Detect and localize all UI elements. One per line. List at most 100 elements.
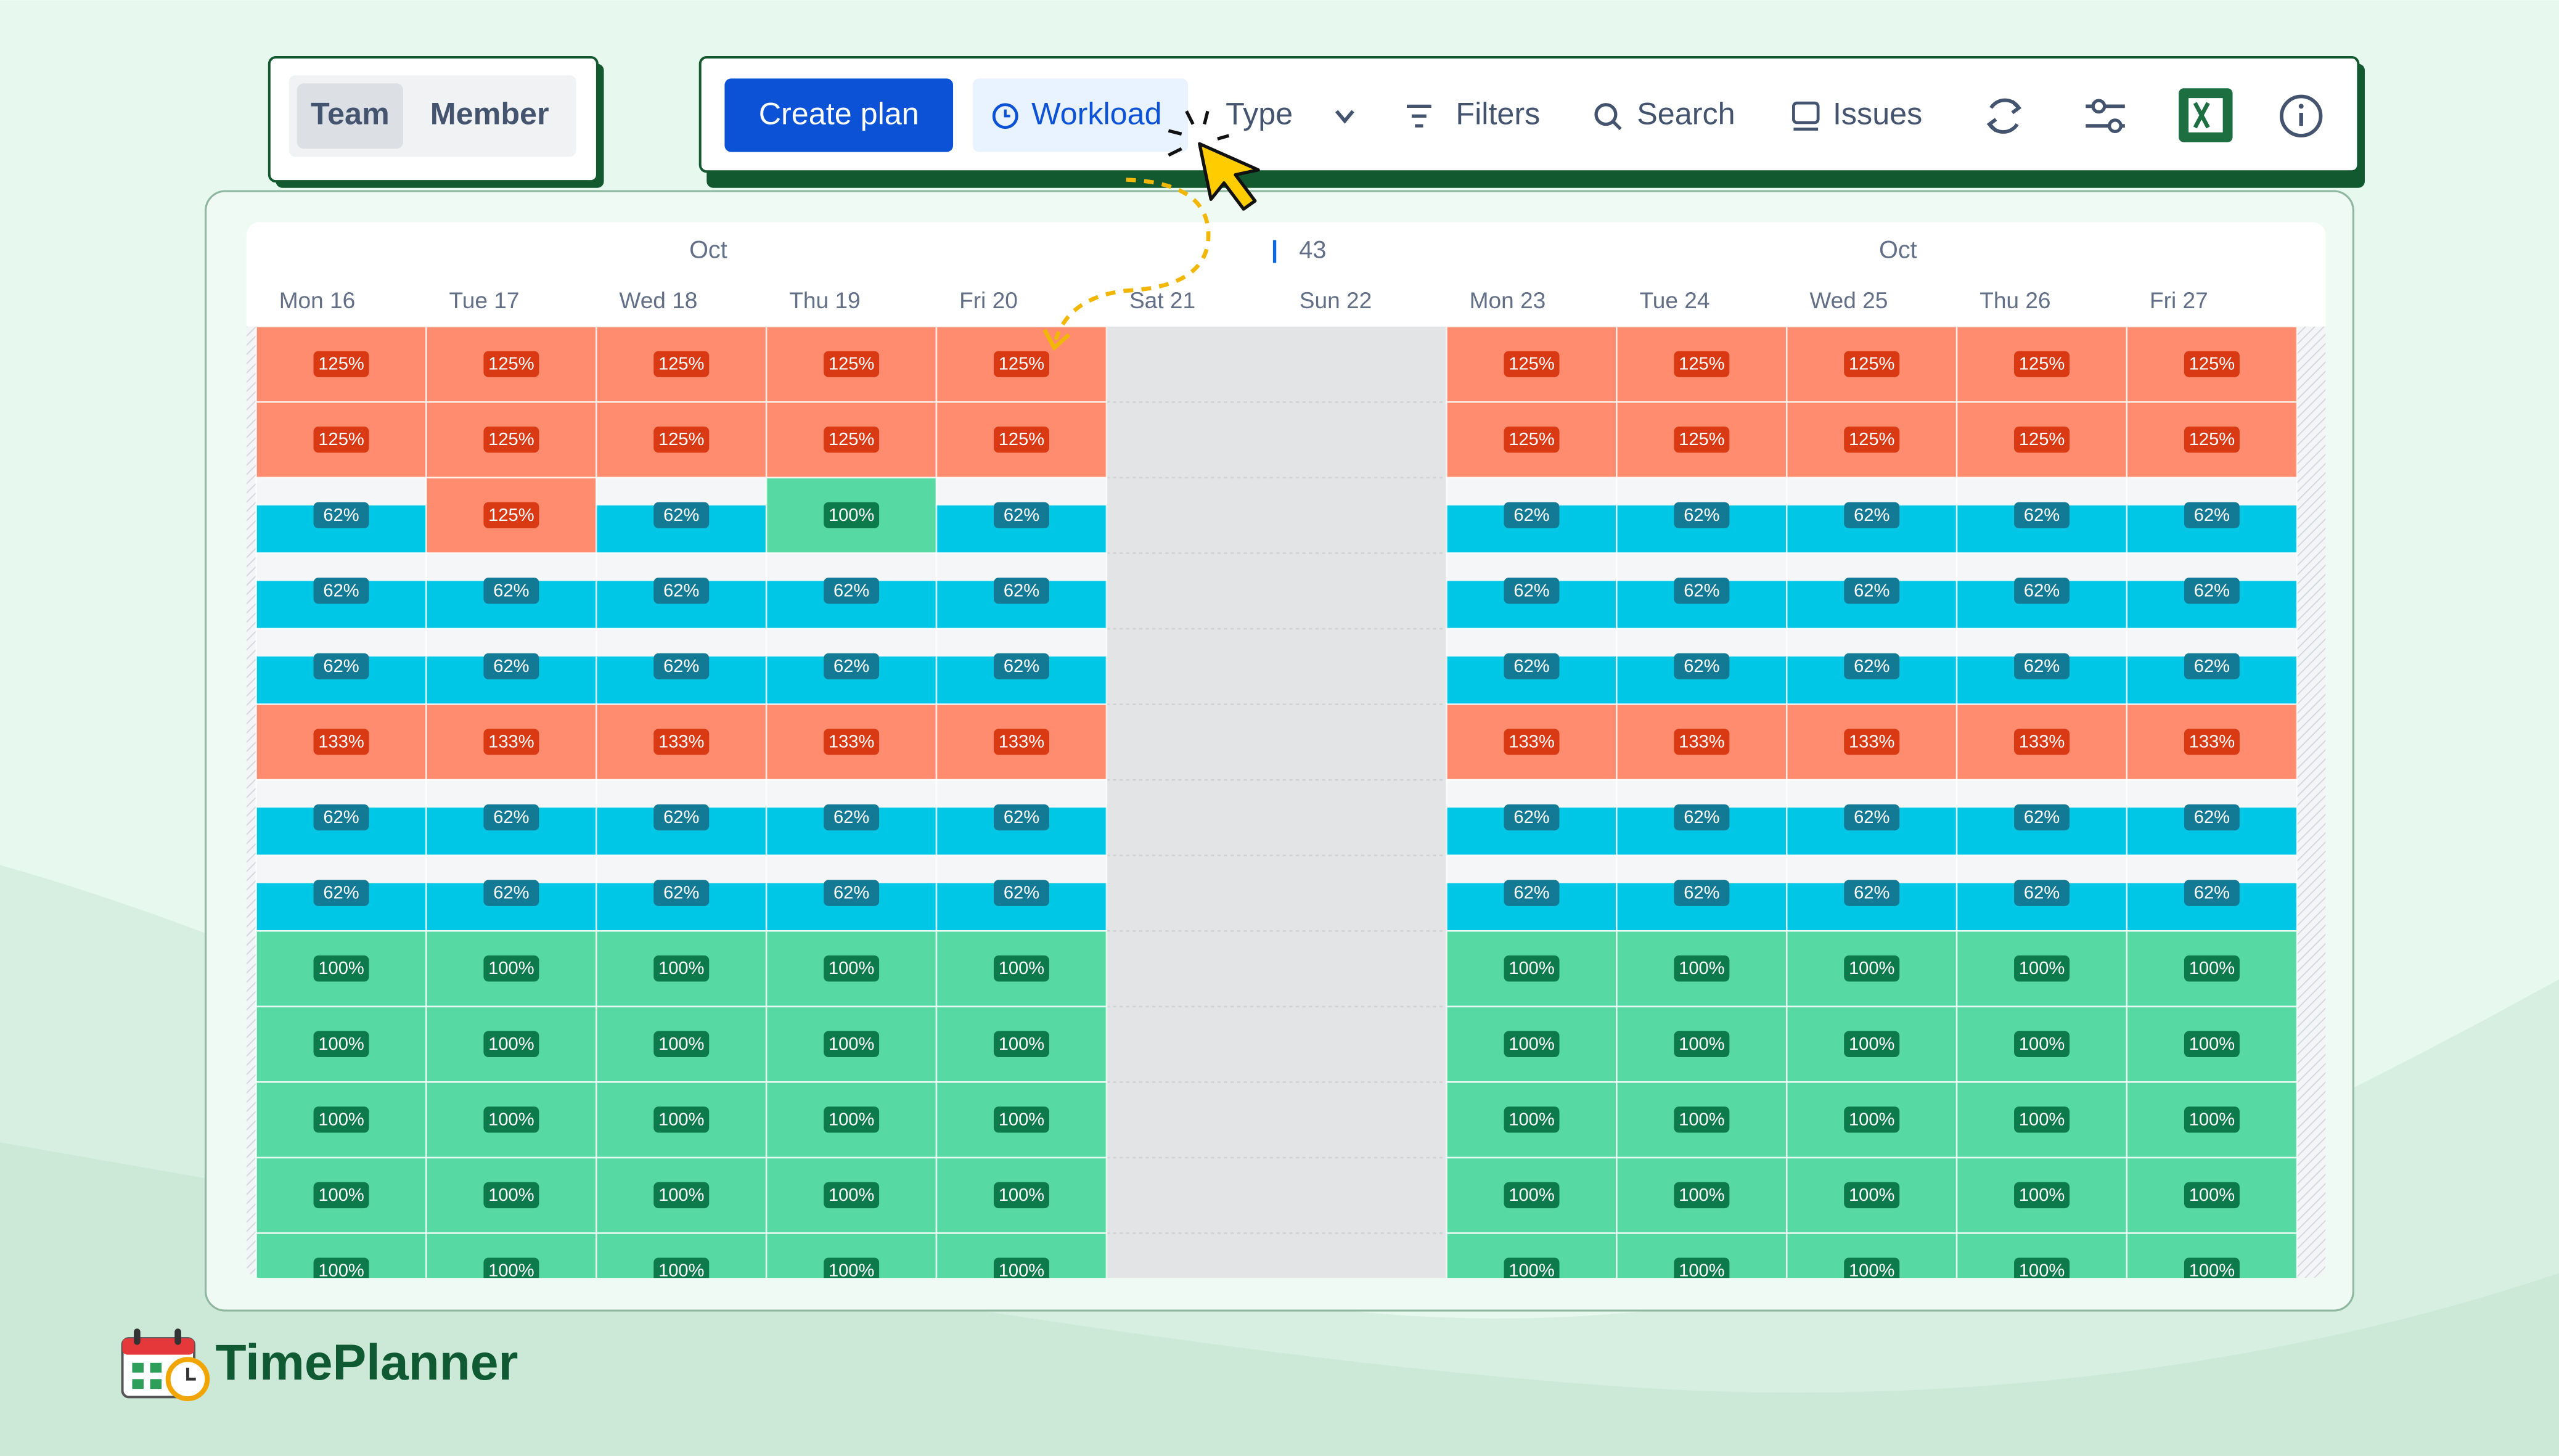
workload-badge — [1844, 955, 1900, 982]
excel-sheet — [2188, 98, 2223, 133]
info-icon[interactable] — [2280, 94, 2323, 137]
workload-badge — [1504, 1106, 1560, 1133]
workload-value: 125% — [658, 354, 704, 374]
workload-value: 100% — [2189, 1185, 2235, 1205]
filters-label[interactable]: Filters — [1456, 96, 1540, 131]
workload-value: 100% — [488, 1034, 534, 1054]
workload-badge — [824, 502, 880, 528]
workload-value: 133% — [999, 732, 1044, 752]
workload-badge — [1844, 578, 1900, 604]
workload-value: 100% — [829, 1185, 874, 1205]
workload-badge — [824, 578, 880, 604]
chevron-icon[interactable] — [1335, 110, 1354, 124]
workload-value: 62% — [2194, 581, 2230, 600]
clock-hands — [1004, 109, 1010, 118]
workload-value: 125% — [2189, 430, 2235, 449]
workload-badge — [483, 427, 539, 453]
workload-badge — [2014, 1031, 2070, 1057]
workload-badge — [1674, 880, 1730, 906]
workload-value: 62% — [833, 808, 869, 827]
workload-badge — [653, 880, 710, 906]
workload-value: 62% — [2024, 581, 2060, 600]
create-plan-label[interactable]: Create plan — [759, 96, 919, 131]
workload-badge — [2184, 351, 2240, 377]
workload-badge — [2014, 1258, 2070, 1278]
day-label: Mon 23 — [1470, 287, 1546, 313]
workload-badge — [2184, 729, 2240, 755]
workload-badge — [1504, 653, 1560, 680]
refresh-icon[interactable] — [1986, 98, 2022, 134]
day-label: Fri 20 — [959, 287, 1018, 313]
workload-badge — [483, 880, 539, 906]
workload-value: 133% — [829, 732, 874, 752]
workload-badge — [313, 1182, 369, 1209]
workload-value: 62% — [1684, 505, 1719, 525]
workload-badge — [313, 502, 369, 528]
workload-label[interactable]: Workload — [1031, 96, 1161, 131]
workload-badge — [653, 1031, 710, 1057]
team-label[interactable]: Team — [311, 96, 390, 131]
workload-value: 125% — [829, 430, 874, 449]
workload-value: 100% — [999, 1034, 1044, 1054]
workload-value: 133% — [488, 732, 534, 752]
workload-badge — [313, 427, 369, 453]
workload-value: 100% — [829, 505, 874, 525]
workload-badge — [653, 351, 710, 377]
slider-knob — [2091, 99, 2107, 114]
search-label[interactable]: Search — [1637, 96, 1735, 131]
workload-value: 62% — [2024, 883, 2060, 903]
workload-value: 100% — [318, 1185, 364, 1205]
create-plan-button[interactable] — [724, 78, 954, 152]
workload-badge — [653, 578, 710, 604]
workload-value: 100% — [318, 1034, 364, 1054]
workload-badge — [2014, 729, 2070, 755]
type-label[interactable]: Type — [1226, 96, 1293, 131]
issues-icon[interactable] — [1792, 101, 1820, 125]
workload-value: 62% — [493, 808, 529, 827]
workload-value: 62% — [1004, 581, 1039, 600]
clock-icon — [992, 103, 1018, 129]
workload-value: 100% — [2019, 959, 2065, 978]
workload-value: 62% — [1684, 883, 1719, 903]
month-label: Oct — [689, 236, 727, 263]
workload-badge — [2014, 1106, 2070, 1133]
workload-badge — [1674, 351, 1730, 377]
workload-value: 100% — [2019, 1261, 2065, 1281]
workload-value: 62% — [1684, 808, 1719, 827]
workload-badge — [1844, 880, 1900, 906]
workload-value: 100% — [488, 1261, 534, 1281]
workload-badge — [2014, 955, 2070, 982]
workload-badge — [2014, 351, 2070, 377]
workload-badge — [824, 1258, 880, 1278]
workload-button[interactable] — [972, 78, 1189, 152]
workload-badge — [824, 1106, 880, 1133]
search-icon[interactable] — [1594, 103, 1618, 126]
workload-value: 62% — [323, 505, 359, 525]
member-label[interactable]: Member — [430, 96, 549, 131]
workload-value: 62% — [323, 581, 359, 600]
workload-value: 125% — [488, 354, 534, 374]
day-label: Thu 26 — [1980, 287, 2050, 313]
workload-value: 62% — [1004, 883, 1039, 903]
workload-value: 62% — [2024, 656, 2060, 676]
issues-label[interactable]: Issues — [1833, 96, 1922, 131]
day-label: Tue 24 — [1639, 287, 1709, 313]
workload-badge — [653, 804, 710, 831]
day-label: Mon 16 — [279, 287, 356, 313]
workload-value: 125% — [2019, 354, 2065, 374]
workload-value: 100% — [1509, 959, 1554, 978]
workload-badge — [1674, 1182, 1730, 1209]
workload-value: 62% — [2194, 808, 2230, 827]
day-label: Wed 18 — [619, 287, 697, 313]
team-button[interactable] — [297, 83, 403, 149]
workload-value: 62% — [1513, 656, 1549, 676]
brand-name: TimePlanner — [215, 1335, 518, 1391]
workload-badge — [993, 1258, 1049, 1278]
workload-value: 100% — [318, 959, 364, 978]
workload-badge — [1504, 1031, 1560, 1057]
workload-value: 62% — [493, 656, 529, 676]
workload-badge — [2014, 880, 2070, 906]
workload-badge — [1504, 427, 1560, 453]
workload-badge — [313, 653, 369, 680]
